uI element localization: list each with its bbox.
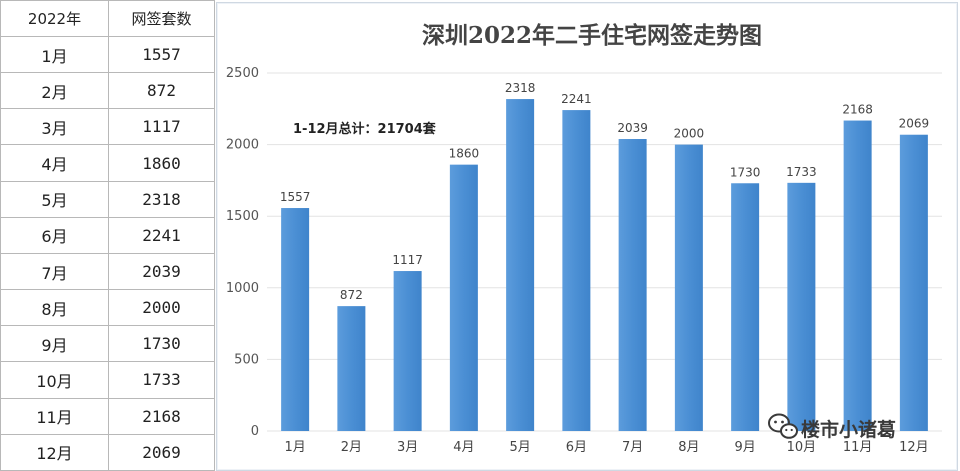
data-label: 872 xyxy=(340,288,363,302)
x-tick-label: 12月 xyxy=(899,440,929,455)
bar xyxy=(393,271,422,431)
data-label: 2168 xyxy=(842,103,873,117)
y-tick-label: 1500 xyxy=(226,209,259,224)
chart-panel: 深圳2022年二手住宅网签走势图 0 500 1000 1500 2000 2500 15… xyxy=(216,2,958,471)
y-tick-label: 2000 xyxy=(226,138,259,153)
count-cell: 2039 xyxy=(108,252,215,291)
y-tick-label: 1000 xyxy=(226,281,259,296)
x-tick-label: 9月 xyxy=(734,440,755,455)
month-cell: 1月 xyxy=(0,35,109,74)
x-tick-label: 8月 xyxy=(678,440,699,455)
table-row: 7月 2039 xyxy=(0,252,215,291)
x-tick-label: 10月 xyxy=(787,440,817,455)
total-annotation: 1-12月总计：21704套 xyxy=(293,121,437,137)
table-row: 11月 2168 xyxy=(0,397,215,435)
table-row: 6月 2241 xyxy=(0,216,215,254)
x-tick-label: 4月 xyxy=(453,440,474,455)
bar xyxy=(618,139,647,431)
table-header-row: 2022年 网签套数 xyxy=(0,0,215,37)
table-row: 10月 1733 xyxy=(0,361,215,399)
data-label: 2241 xyxy=(561,92,592,106)
bar xyxy=(674,144,703,431)
bar xyxy=(843,120,872,432)
month-cell: 3月 xyxy=(0,108,109,146)
bar xyxy=(337,306,366,431)
table-row: 4月 1860 xyxy=(0,144,215,182)
y-tick-label: 0 xyxy=(251,424,259,439)
table-row: 5月 2318 xyxy=(0,180,215,218)
count-cell: 872 xyxy=(108,72,215,110)
header-year: 2022年 xyxy=(0,0,109,37)
y-tick-label: 500 xyxy=(234,352,259,367)
y-tick-label: 2500 xyxy=(226,66,259,81)
bar xyxy=(731,183,760,431)
count-cell: 2318 xyxy=(108,180,215,218)
table-row: 3月 1117 xyxy=(0,108,215,146)
bar xyxy=(562,110,591,431)
count-cell: 2000 xyxy=(108,289,215,327)
data-label: 1730 xyxy=(730,165,761,179)
month-cell: 7月 xyxy=(0,252,109,291)
wechat-icon xyxy=(768,413,798,439)
data-table: 2022年 网签套数 1月 1557 2月 872 3月 1117 4月 1860 5月 2318… xyxy=(0,0,215,471)
watermark: 楼市小诸葛 xyxy=(768,413,896,441)
table-row: 2月 872 xyxy=(0,72,215,110)
month-cell: 6月 xyxy=(0,216,109,254)
data-label: 2069 xyxy=(899,117,930,131)
count-cell: 2241 xyxy=(108,216,215,254)
x-tick-label: 3月 xyxy=(397,440,418,455)
month-cell: 9月 xyxy=(0,325,109,363)
x-tick-label: 5月 xyxy=(509,440,530,455)
data-label: 1733 xyxy=(786,165,817,179)
count-cell: 2069 xyxy=(108,433,215,471)
count-cell: 1733 xyxy=(108,361,215,399)
month-cell: 5月 xyxy=(0,180,109,218)
bar xyxy=(787,182,816,431)
month-cell: 8月 xyxy=(0,289,109,327)
data-label: 1557 xyxy=(280,190,311,204)
table-row: 12月 2069 xyxy=(0,433,215,471)
watermark-text: 楼市小诸葛 xyxy=(801,418,896,441)
count-cell: 1860 xyxy=(108,144,215,182)
x-tick-label: 6月 xyxy=(566,440,587,455)
x-tick-label: 2月 xyxy=(341,440,362,455)
bar xyxy=(281,208,310,431)
count-cell: 2168 xyxy=(108,397,215,435)
data-label: 2000 xyxy=(674,127,705,141)
month-cell: 10月 xyxy=(0,361,109,399)
x-tick-label: 1月 xyxy=(284,440,305,455)
month-cell: 4月 xyxy=(0,144,109,182)
x-tick-label: 7月 xyxy=(622,440,643,455)
data-label: 2039 xyxy=(617,121,648,135)
count-cell: 1557 xyxy=(108,35,215,74)
table-row: 9月 1730 xyxy=(0,325,215,363)
chart-title: 深圳2022年二手住宅网签走势图 xyxy=(422,22,762,49)
month-cell: 11月 xyxy=(0,397,109,435)
bar xyxy=(506,99,535,431)
bar-chart: 深圳2022年二手住宅网签走势图 0 500 1000 1500 2000 2500 15… xyxy=(226,22,942,455)
bar xyxy=(449,164,478,431)
data-label: 1117 xyxy=(392,253,423,267)
x-tick-label: 11月 xyxy=(843,440,873,455)
month-cell: 2月 xyxy=(0,72,109,110)
count-cell: 1117 xyxy=(108,108,215,146)
data-label: 1860 xyxy=(449,147,480,161)
data-label: 2318 xyxy=(505,81,536,95)
header-count: 网签套数 xyxy=(108,0,215,37)
bar xyxy=(899,134,928,432)
count-cell: 1730 xyxy=(108,325,215,363)
month-cell: 12月 xyxy=(0,433,109,471)
table-row: 1月 1557 xyxy=(0,35,215,74)
table-row: 8月 2000 xyxy=(0,289,215,327)
